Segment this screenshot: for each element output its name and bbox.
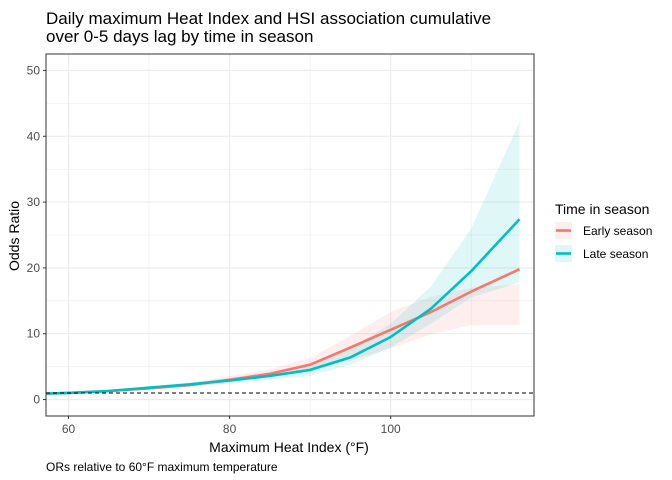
grid-minor: [46, 54, 534, 416]
y-axis-title: Odds Ratio: [6, 201, 22, 271]
plot-border: [45, 53, 535, 417]
legend: Time in season Early season Late season: [555, 201, 652, 262]
series-lines: [45, 218, 521, 395]
y-tick-label: 0: [33, 393, 40, 407]
y-tick-label: 40: [27, 129, 41, 143]
y-tick-label: 30: [27, 195, 41, 209]
y-tick-label: 50: [27, 63, 41, 77]
ribbon-early-season: [46, 284, 520, 394]
grid-major: [46, 54, 534, 416]
x-tick-label: 100: [381, 422, 401, 436]
x-axis-title: Maximum Heat Index (°F): [209, 439, 369, 455]
chart-title-line-2: over 0-5 days lag by time in season: [46, 27, 313, 46]
chart-caption: ORs relative to 60°F maximum temperature: [46, 460, 278, 474]
x-axis-ticks: 60 80 100: [62, 416, 401, 436]
y-tick-label: 20: [27, 261, 41, 275]
line-late-season: [45, 218, 521, 395]
legend-label-late-season: Late season: [583, 247, 648, 261]
chart-title-line-1: Daily maximum Heat Index and HSI associa…: [46, 9, 491, 28]
legend-title: Time in season: [555, 201, 649, 217]
x-tick-label: 80: [223, 422, 237, 436]
y-tick-label: 10: [27, 327, 41, 341]
legend-label-early-season: Early season: [583, 224, 652, 238]
y-axis-ticks: 0 10 20 30 40 50: [27, 63, 46, 407]
x-tick-label: 60: [62, 422, 76, 436]
